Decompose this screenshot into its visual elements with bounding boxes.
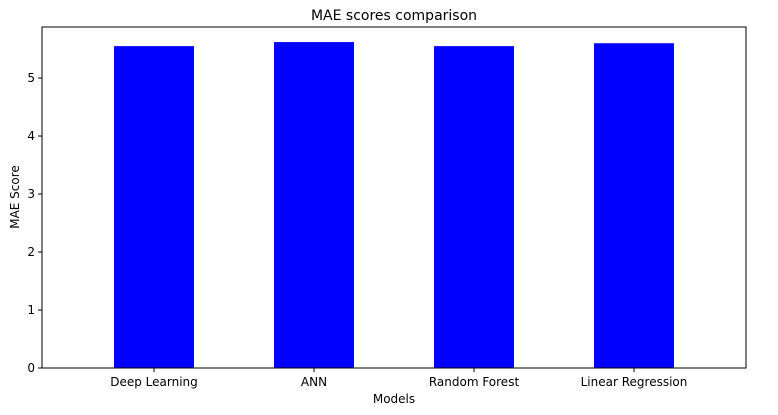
x-tick-label: Random Forest [429,375,520,389]
y-tick-label: 5 [27,71,35,85]
y-axis-label: MAE Score [8,165,22,229]
x-tick-label: Deep Learning [110,375,198,389]
y-axis-ticks: 0 1 2 3 4 5 [27,71,42,375]
bars-group [114,42,674,368]
plot-frame [41,26,747,369]
y-tick-label: 3 [27,187,35,201]
chart-title: MAE scores comparison [311,8,477,24]
bar-deep-learning [114,46,194,368]
bar-linear-regression [594,43,674,368]
x-axis-label: Models [373,392,415,406]
y-tick-label: 0 [27,361,35,375]
y-tick-label: 1 [27,303,35,317]
y-tick-label: 4 [27,129,35,143]
bar-random-forest [434,46,514,368]
y-tick-label: 2 [27,245,35,259]
x-axis-ticks: Deep Learning ANN Random Forest Linear Regr… [110,368,687,389]
x-tick-label: Linear Regression [581,375,688,389]
bar-ann [274,42,354,368]
x-tick-label: ANN [301,375,327,389]
